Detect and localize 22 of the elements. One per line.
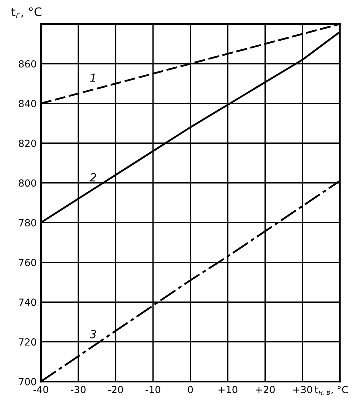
y-tick-label: 780 — [19, 219, 36, 227]
x-tick-label: -40 — [34, 386, 48, 394]
y-tick-label: 820 — [19, 140, 36, 148]
y-tick-label: 840 — [19, 100, 36, 108]
x-tick-label: -20 — [108, 386, 124, 394]
y-tick-label: 760 — [19, 259, 36, 266]
x-tick-label: +10 — [218, 386, 238, 394]
x-tick-label: 0 — [188, 386, 194, 394]
series-label: 2 — [90, 173, 96, 182]
series-label: 3 — [90, 330, 96, 339]
x-tick-label: +30 — [294, 386, 312, 394]
y-axis-title: t$_{г}$, °C — [12, 8, 42, 18]
series-label: 1 — [90, 74, 96, 82]
x-tick-label: +20 — [256, 386, 275, 394]
x-tick-label: -30 — [71, 386, 86, 394]
x-axis-title: t$_{н.в}$, °C — [314, 386, 348, 395]
x-tick-label: -10 — [146, 386, 161, 394]
y-tick-label: 740 — [19, 298, 36, 306]
y-tick-label: 720 — [19, 338, 36, 346]
y-tick-label: 860 — [19, 60, 36, 68]
y-tick-label: 700 — [19, 378, 36, 386]
y-tick-label: 800 — [19, 180, 36, 187]
